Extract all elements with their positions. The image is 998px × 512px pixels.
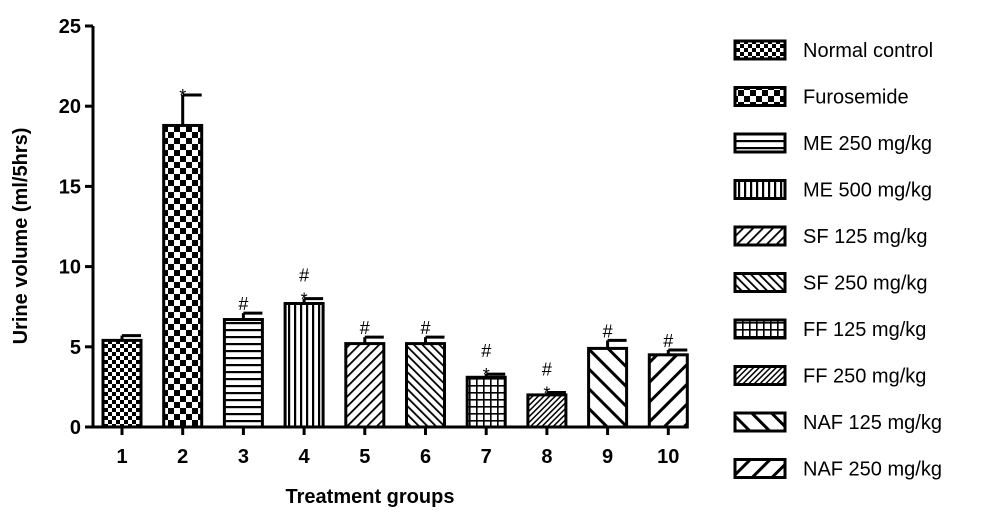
legend-label: SF 250 mg/kg — [803, 273, 928, 295]
y-tick-label: 10 — [59, 257, 81, 279]
significance-asterisk: * — [483, 365, 490, 385]
significance-hash: # — [603, 321, 613, 341]
significance-asterisk: * — [179, 86, 186, 106]
significance-hash: # — [663, 331, 673, 351]
y-axis-title: Urine volume (ml/5hrs) — [10, 128, 32, 345]
x-tick-label: 10 — [657, 446, 679, 468]
legend-swatch — [733, 179, 787, 200]
y-tick-label: 20 — [59, 96, 81, 118]
y-tick-label: 5 — [70, 337, 81, 359]
y-tick-label: 25 — [59, 16, 81, 38]
bar-group-1 — [101, 338, 143, 429]
y-tick-label: 15 — [59, 176, 81, 198]
legend-swatch — [733, 39, 787, 61]
legend-swatch — [733, 272, 787, 293]
legend-swatch — [733, 225, 787, 247]
x-tick-label: 6 — [420, 446, 431, 468]
legend-label: NAF 125 mg/kg — [803, 412, 942, 434]
x-tick-label: 9 — [602, 446, 613, 468]
x-tick-label: 4 — [299, 446, 311, 468]
legend-label: Normal control — [803, 40, 933, 62]
bar-group-5 — [344, 342, 386, 429]
legend-swatch — [733, 411, 787, 433]
plot-area: 0 5 10 15 20 25 1 2 * 3 #4 * #5 #6 #7 * #8 * #9 #10 # — [59, 16, 689, 468]
significance-hash: # — [481, 341, 491, 361]
legend: Normal control Furosemide ME 250 mg/kg ME 5… — [733, 39, 942, 481]
legend-swatch — [733, 365, 787, 386]
x-tick-label: 5 — [359, 446, 370, 468]
significance-hash: # — [238, 294, 248, 314]
significance-hash: # — [299, 266, 309, 286]
significance-asterisk: * — [301, 290, 308, 310]
legend-label: ME 250 mg/kg — [803, 133, 932, 155]
x-tick-label: 8 — [541, 446, 552, 468]
y-tick-label: 0 — [70, 417, 81, 439]
x-axis-title: Treatment groups — [286, 486, 455, 508]
legend-label: NAF 250 mg/kg — [803, 459, 942, 481]
significance-hash: # — [360, 318, 370, 338]
bar-group-4 — [283, 301, 325, 429]
legend-label: FF 250 mg/kg — [803, 366, 926, 388]
legend-swatch — [733, 458, 787, 479]
x-tick-label: 1 — [116, 446, 127, 468]
legend-swatch — [733, 318, 787, 340]
bar-group-8 — [526, 393, 568, 429]
bar-group-10 — [647, 353, 689, 429]
legend-swatch — [733, 132, 787, 154]
x-tick-label: 2 — [177, 446, 188, 468]
x-tick-label: 3 — [238, 446, 249, 468]
legend-label: ME 500 mg/kg — [803, 180, 932, 202]
significance-hash: # — [542, 360, 552, 380]
significance-hash: # — [420, 318, 430, 338]
significance-asterisk: * — [543, 384, 550, 404]
x-tick-label: 7 — [481, 446, 492, 468]
bar-group-3 — [222, 318, 264, 429]
legend-swatch — [733, 86, 787, 107]
bar-group-7 — [465, 375, 507, 429]
legend-label: FF 125 mg/kg — [803, 319, 926, 341]
legend-label: Furosemide — [803, 87, 909, 109]
legend-label: SF 125 mg/kg — [803, 226, 928, 248]
bar-group-6 — [405, 342, 446, 429]
bar-group-2 — [162, 123, 204, 429]
bar-group-9 — [587, 346, 629, 429]
